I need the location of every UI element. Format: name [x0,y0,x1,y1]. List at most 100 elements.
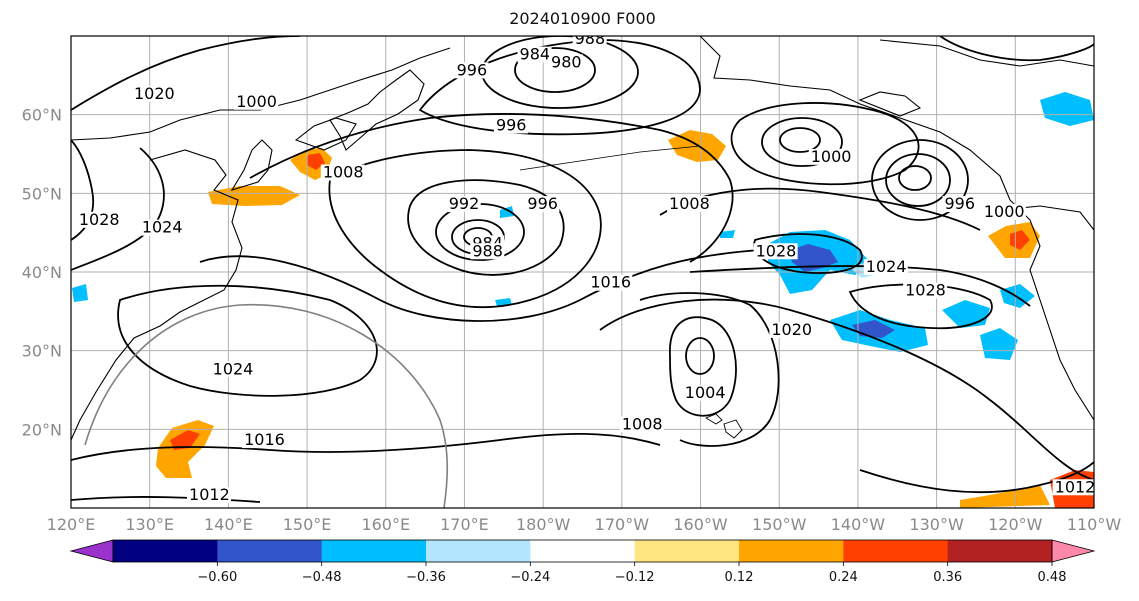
longitude-tick-label: 140°E [204,515,253,534]
contour-label: 1028 [905,281,946,300]
colorbar-outline [112,539,1053,563]
colorbar-tick-label: 0.12 [725,570,754,585]
contour-label: 1008 [323,163,364,182]
shade-blue-small-2 [495,298,512,306]
latitude-axis: 60°N 50°N 40°N 30°N 20°N [22,106,62,440]
latitude-tick-label: 30°N [22,342,62,361]
shade-red-hawaii-west [170,430,200,450]
longitude-tick-label: 120°E [47,515,96,534]
contour-label-background [572,36,607,47]
contour-label-background [808,148,853,165]
contour-label: 980 [551,52,582,71]
latitude-tick-label: 60°N [22,106,62,125]
colorbar-segment [843,540,949,562]
colorbar-tick-label: 0.24 [829,570,858,585]
colorbar-tick-label: −0.24 [510,570,550,585]
contour-label: 1024 [866,257,907,276]
isobar-1028-west [753,233,863,274]
contour-label-background [187,487,232,504]
contour-label: 1020 [771,320,812,339]
contour-label-background [493,117,528,134]
shade-red-kamchatka [307,153,325,170]
shade-orange-hokkaido [208,186,300,206]
colorbar-segment [426,540,531,562]
contour-label-background [454,62,489,79]
isobar-north-low-1 [514,47,596,93]
contour-label-background [470,243,505,260]
contour-label: 1028 [756,241,797,260]
isobar-1008-arc [249,113,734,263]
longitude-tick-label: 160°W [673,515,728,534]
colorbar-segment [530,540,636,562]
contour-label-background [903,282,948,299]
contour-label: 996 [496,115,527,134]
longitude-axis: 120°E 130°E 140°E 150°E 160°E 170°E 180°W 170°W… [47,515,1122,534]
contour-label-background [320,164,365,181]
shade-orange-se-corner [960,485,1050,508]
isobar-1016-long [199,249,761,322]
coast-alaska [699,36,1094,421]
contour-label-background [981,203,1026,220]
isobar-1020-nw [71,36,301,111]
contour-label-background [769,321,814,338]
contour-label: 1016 [590,273,631,292]
latitude-tick-label: 40°N [22,263,62,282]
longitude-tick-label: 130°W [909,515,964,534]
colorbar-tick-label: 0.36 [933,570,962,585]
colorbar-segment [113,540,218,562]
isobar-alaska-low-2 [885,153,951,207]
contour-label-background [667,196,712,213]
latitude-tick-label: 50°N [22,184,62,203]
contour-label-background [1052,479,1094,496]
isobar-gulf-low-1 [779,127,821,153]
isobar-trough-low-1 [685,337,715,375]
shade-blue-small-1 [720,230,735,238]
contour-label-background [446,196,481,213]
contour-label: 988 [575,29,606,48]
colorbar-segment [634,540,740,562]
contour-label: 1008 [669,194,710,213]
longitude-tick-label: 140°W [831,515,886,534]
isobar-1012-west [71,496,261,503]
longitude-tick-label: 120°W [988,515,1043,534]
contour-label-background [863,259,908,275]
longitude-tick-label: 180°W [516,515,571,534]
isobar-1024-nw [71,147,165,271]
coastlines [71,36,1094,441]
contour-label-background [1100,125,1139,141]
isobar-gulf-low-2 [761,117,843,167]
longitude-tick-label: 160°E [361,515,410,534]
isobar-1004-trough [669,316,737,417]
contour-label: 996 [457,60,488,79]
contour-label: 1008 [622,414,663,433]
contour-label-background [619,416,664,433]
contour-label-background [517,46,552,63]
range-circle [84,303,449,508]
longitude-tick-label: 170°W [595,515,650,534]
contour-label: 996 [527,194,558,213]
contour-label-background [753,243,798,260]
longitude-tick-label: 130°E [125,515,174,534]
contour-label-layer: 1020 1028 1024 1000 1008 996 984 988 980 996 992 99… [76,29,1139,504]
isobar-1020-trough [599,298,1094,481]
isobar-1024-west [117,284,378,397]
shade-blue-coast-2 [980,328,1018,360]
contour-label: 1000 [811,147,852,166]
isobar-1000-gulf [730,102,920,186]
contour-label-background [210,361,255,378]
contour-label: 988 [472,241,503,260]
contour-label: 1012 [1055,477,1096,496]
coast-asia [71,47,451,441]
latitude-tick-label: 20°N [22,420,62,439]
isobar-996-west [407,179,565,276]
colorbar-tick-label: 0.48 [1038,570,1067,585]
contour-label: 1028 [79,210,120,229]
contour-label-background [682,384,727,401]
colorbar-extend-low [69,539,114,563]
colorbar-tick-label: −0.60 [197,570,237,585]
isobar-1012-se [859,461,1094,494]
contour-label: 1016 [244,430,285,449]
isobar-1008-trough [639,292,780,447]
contour-label-background [549,54,584,71]
longitude-tick-label: 150°W [752,515,807,534]
